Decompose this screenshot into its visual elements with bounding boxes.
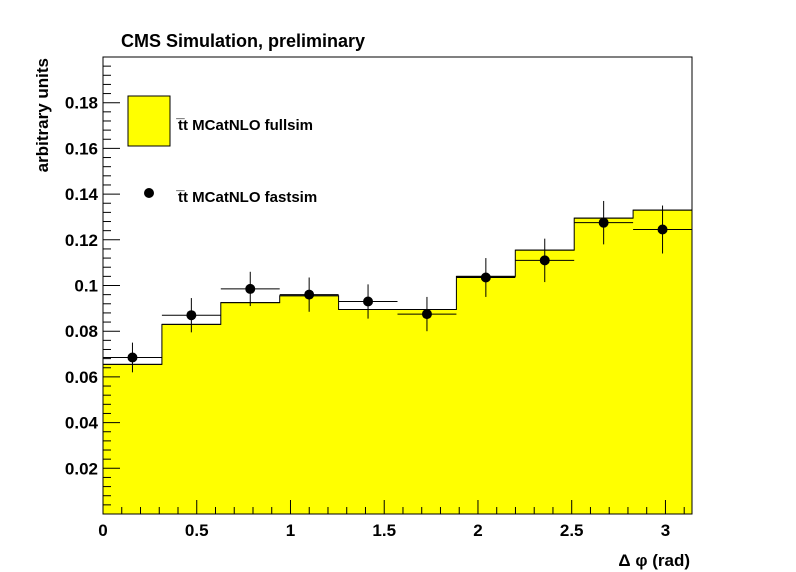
- x-tick-label: 1.5: [372, 521, 396, 540]
- y-tick-label: 0.14: [65, 185, 99, 204]
- x-axis-label: Δ φ (rad): [618, 551, 690, 570]
- y-tick-label: 0.04: [65, 414, 99, 433]
- fastsim-point-1: [161, 298, 221, 333]
- fastsim-point-3: [279, 277, 339, 312]
- fastsim-marker: [657, 224, 668, 235]
- fastsim-point-6: [456, 258, 516, 297]
- fastsim-point-9: [633, 205, 692, 254]
- y-tick-label: 0.18: [65, 94, 98, 113]
- x-tick-label: 3: [661, 521, 670, 540]
- y-tick-label: 0.06: [65, 368, 98, 387]
- fastsim-points: [103, 200, 692, 373]
- y-tick-label: 0.1: [74, 277, 98, 296]
- fastsim-marker: [480, 272, 491, 283]
- chart-title: CMS Simulation, preliminary: [121, 31, 365, 51]
- fastsim-point-5: [397, 296, 457, 332]
- x-tick-label: 0.5: [185, 521, 209, 540]
- x-tick-label: 0: [98, 521, 107, 540]
- y-tick-label: 0.12: [65, 231, 98, 250]
- legend-fastsim-marker: [144, 188, 154, 198]
- fastsim-point-7: [515, 238, 575, 283]
- fastsim-point-4: [338, 284, 398, 319]
- legend-fullsim-swatch: [127, 95, 171, 147]
- axis-ticks: [102, 65, 685, 514]
- legend-fullsim-label: t̅t MCatNLO fullsim: [175, 117, 313, 134]
- tick-labels: 0 0.5 1 1.5 2 2.5 3 0.02 0.04 0.06 0.08 0.1 0.12 0.14…: [65, 94, 670, 540]
- y-tick-label: 0.16: [65, 139, 98, 158]
- fastsim-marker: [421, 309, 432, 320]
- fastsim-marker: [539, 255, 550, 266]
- fastsim-point-0: [103, 342, 162, 373]
- legend-fastsim-label: t̅t MCatNLO fastsim: [175, 189, 317, 206]
- x-tick-label: 2.5: [560, 521, 584, 540]
- fastsim-marker: [127, 352, 138, 363]
- y-axis-label: arbitrary units: [33, 58, 52, 172]
- fastsim-marker: [304, 289, 315, 300]
- x-tick-label: 2: [473, 521, 482, 540]
- fastsim-marker: [363, 296, 374, 307]
- fastsim-point-2: [220, 271, 280, 307]
- fastsim-point-8: [574, 200, 634, 245]
- fastsim-marker: [186, 310, 197, 321]
- fastsim-marker: [245, 283, 256, 294]
- y-tick-label: 0.08: [65, 322, 98, 341]
- x-tick-label: 1: [286, 521, 295, 540]
- y-tick-label: 0.02: [65, 459, 98, 478]
- legend: t̅t MCatNLO fullsim t̅t MCatNLO fastsim: [127, 95, 317, 206]
- fastsim-marker: [598, 217, 609, 228]
